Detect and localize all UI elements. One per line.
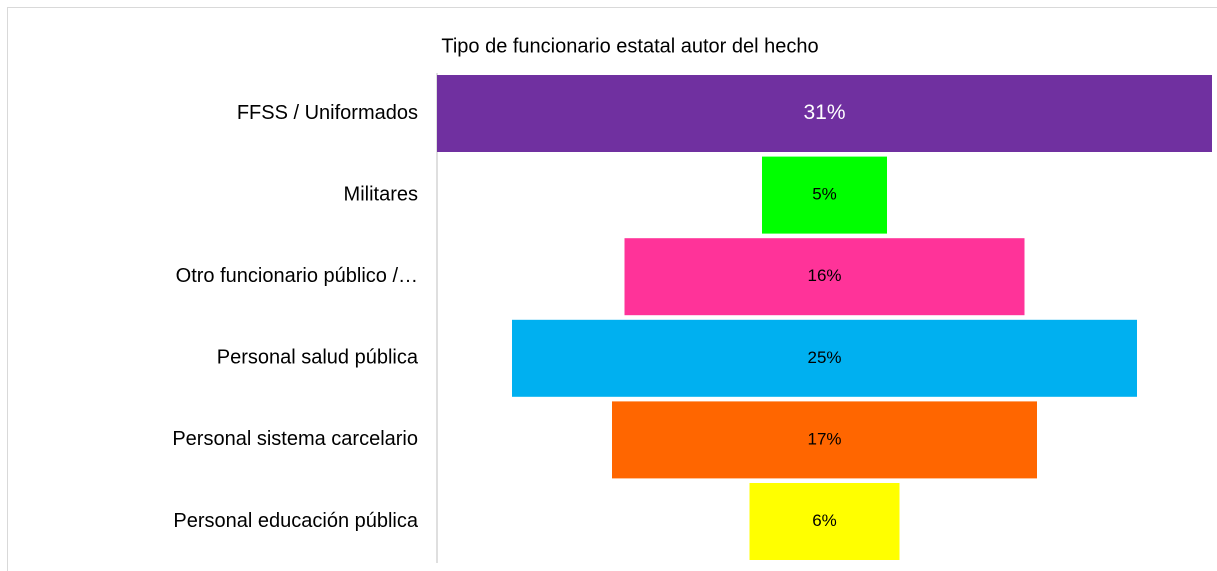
category-label: Personal educación pública [173, 510, 418, 532]
data-label: 17% [807, 429, 841, 448]
data-label: 5% [812, 185, 837, 204]
funnel-bar [762, 156, 887, 234]
chart-frame [7, 7, 1217, 571]
funnel-bar [512, 319, 1137, 397]
funnel-bar [437, 75, 1212, 152]
data-label: 6% [812, 511, 837, 530]
category-label: Personal salud pública [217, 347, 419, 369]
chart-title: Tipo de funcionario estatal autor del he… [441, 35, 818, 57]
category-label: Militares [344, 183, 418, 205]
data-label: 16% [807, 266, 841, 285]
data-label: 25% [807, 348, 841, 367]
funnel-bar [624, 238, 1025, 316]
data-label: 31% [803, 101, 845, 124]
category-label: Personal sistema carcelario [172, 428, 418, 450]
category-label: Otro funcionario público /… [176, 265, 418, 287]
funnel-bar [749, 483, 900, 560]
category-label: FFSS / Uniformados [237, 102, 418, 124]
funnel-bar [612, 401, 1037, 479]
